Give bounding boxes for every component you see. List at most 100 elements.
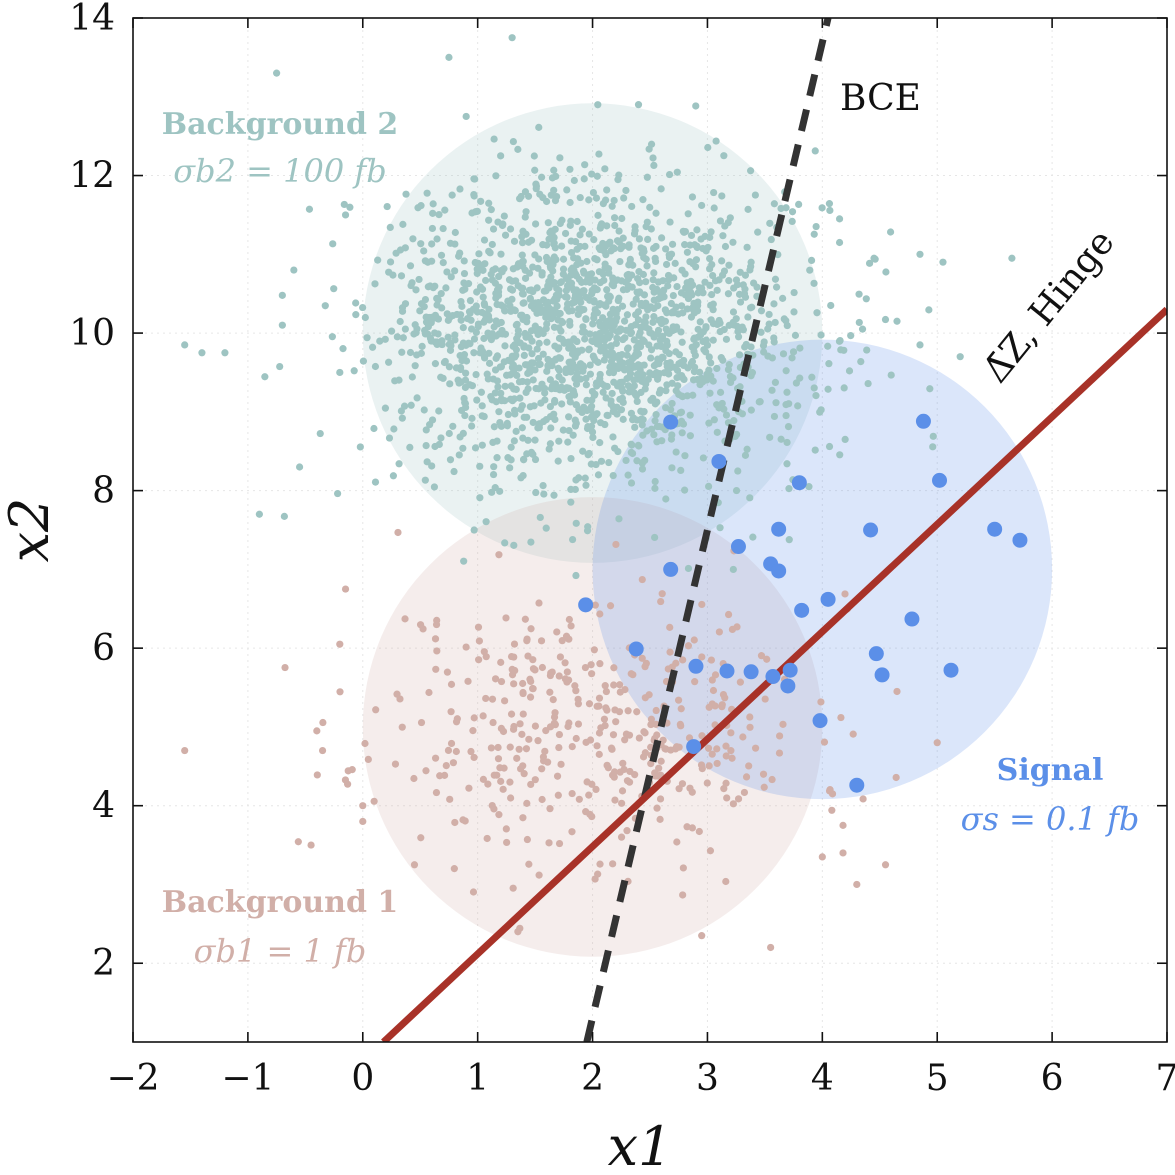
background-1-point <box>527 780 535 789</box>
background-2-point <box>887 371 895 379</box>
background-2-point <box>518 251 526 259</box>
background-1-point <box>734 795 743 803</box>
background-1-point <box>659 736 667 744</box>
background-2-point <box>623 271 631 279</box>
background-1-point <box>587 661 595 669</box>
background-2-point <box>599 334 607 342</box>
background-2-point <box>667 406 675 414</box>
background-2-point <box>656 386 665 394</box>
background-2-point <box>544 282 552 290</box>
background-2-point <box>558 400 566 408</box>
background-2-point <box>669 291 677 300</box>
background-1-point <box>624 707 632 715</box>
background-1-point <box>541 747 549 755</box>
background-1-point <box>336 640 344 648</box>
background-2-point <box>387 327 396 335</box>
background-1-point <box>451 818 459 827</box>
background-2-point <box>535 123 543 131</box>
background-2-point <box>881 315 890 324</box>
x-tick-label: 6 <box>1041 1058 1064 1099</box>
background-2-point <box>630 388 638 397</box>
background-2-point <box>730 284 738 292</box>
background-2-point <box>841 435 849 443</box>
background-2-point <box>329 240 337 248</box>
background-1-point <box>647 760 655 768</box>
background-2-point <box>507 285 515 293</box>
background-2-point <box>527 236 536 244</box>
background-2-point <box>406 262 415 270</box>
background-2-point <box>512 346 520 354</box>
background-2-point <box>668 240 677 248</box>
background-2-point <box>611 353 619 362</box>
background-1-point <box>531 666 539 674</box>
background-1-point <box>596 660 604 668</box>
background-2-point <box>481 354 489 362</box>
background-1-point <box>593 742 601 750</box>
background-2-point <box>519 434 527 442</box>
background-2-point <box>516 195 524 203</box>
background-2-point <box>619 359 627 367</box>
background-1-point <box>341 776 350 784</box>
background-2-point <box>929 443 937 451</box>
background-1-point <box>724 610 733 619</box>
background-1-point <box>568 742 576 751</box>
background-2-point <box>654 326 663 334</box>
background-2-point <box>538 269 546 277</box>
background-2-point <box>466 340 474 348</box>
background-2-point <box>556 154 564 162</box>
background-1-point <box>705 762 713 770</box>
background-2-point <box>596 245 604 254</box>
background-2-point <box>533 345 541 353</box>
signal-point <box>663 414 679 430</box>
background-2-point <box>466 381 474 389</box>
background-2-point <box>426 282 434 290</box>
background-2-point <box>422 426 430 434</box>
background-2-point <box>572 519 580 527</box>
background-2-point <box>556 309 564 318</box>
background-2-point <box>696 368 704 376</box>
background-2-point <box>613 382 622 390</box>
background-1-point <box>574 695 582 703</box>
background-2-point <box>929 432 937 440</box>
background-1-point <box>554 791 562 799</box>
background-1-point <box>704 744 713 752</box>
background-1-point <box>768 775 776 784</box>
y-tick-label: 6 <box>92 628 115 669</box>
background-2-point <box>619 398 627 407</box>
background-2-point <box>605 269 613 277</box>
background-2-point <box>460 557 468 565</box>
background-2-point <box>444 333 452 341</box>
background-2-point <box>381 335 389 343</box>
signal-point <box>987 521 1003 537</box>
background-2-point <box>278 291 286 299</box>
background-2-point <box>576 295 584 303</box>
background-2-point <box>437 434 445 442</box>
background-2-point <box>716 402 724 410</box>
background-2-point <box>716 217 725 225</box>
background-1-point <box>544 758 552 766</box>
background-2-point <box>708 290 716 299</box>
background-2-point <box>721 242 730 251</box>
background-2-point <box>772 399 780 407</box>
background-2-point <box>346 203 354 211</box>
background-2-point <box>605 458 613 467</box>
background-1-point <box>602 687 610 696</box>
background-1-point <box>633 708 641 716</box>
background-2-point <box>690 347 698 356</box>
background-2-point <box>551 380 560 388</box>
background-2-point <box>558 376 566 384</box>
background-2-point <box>724 219 732 227</box>
background-2-point <box>493 437 501 445</box>
background-2-point <box>545 309 553 317</box>
background-1-point <box>740 788 749 797</box>
background-2-point <box>623 345 632 353</box>
background-2-point <box>521 274 530 282</box>
background-1-point <box>442 762 450 770</box>
background-2-point <box>531 455 540 464</box>
background-2-point <box>539 241 547 249</box>
background-2-point <box>743 243 751 251</box>
background-2-point <box>531 299 539 307</box>
background-1-point <box>511 666 519 675</box>
